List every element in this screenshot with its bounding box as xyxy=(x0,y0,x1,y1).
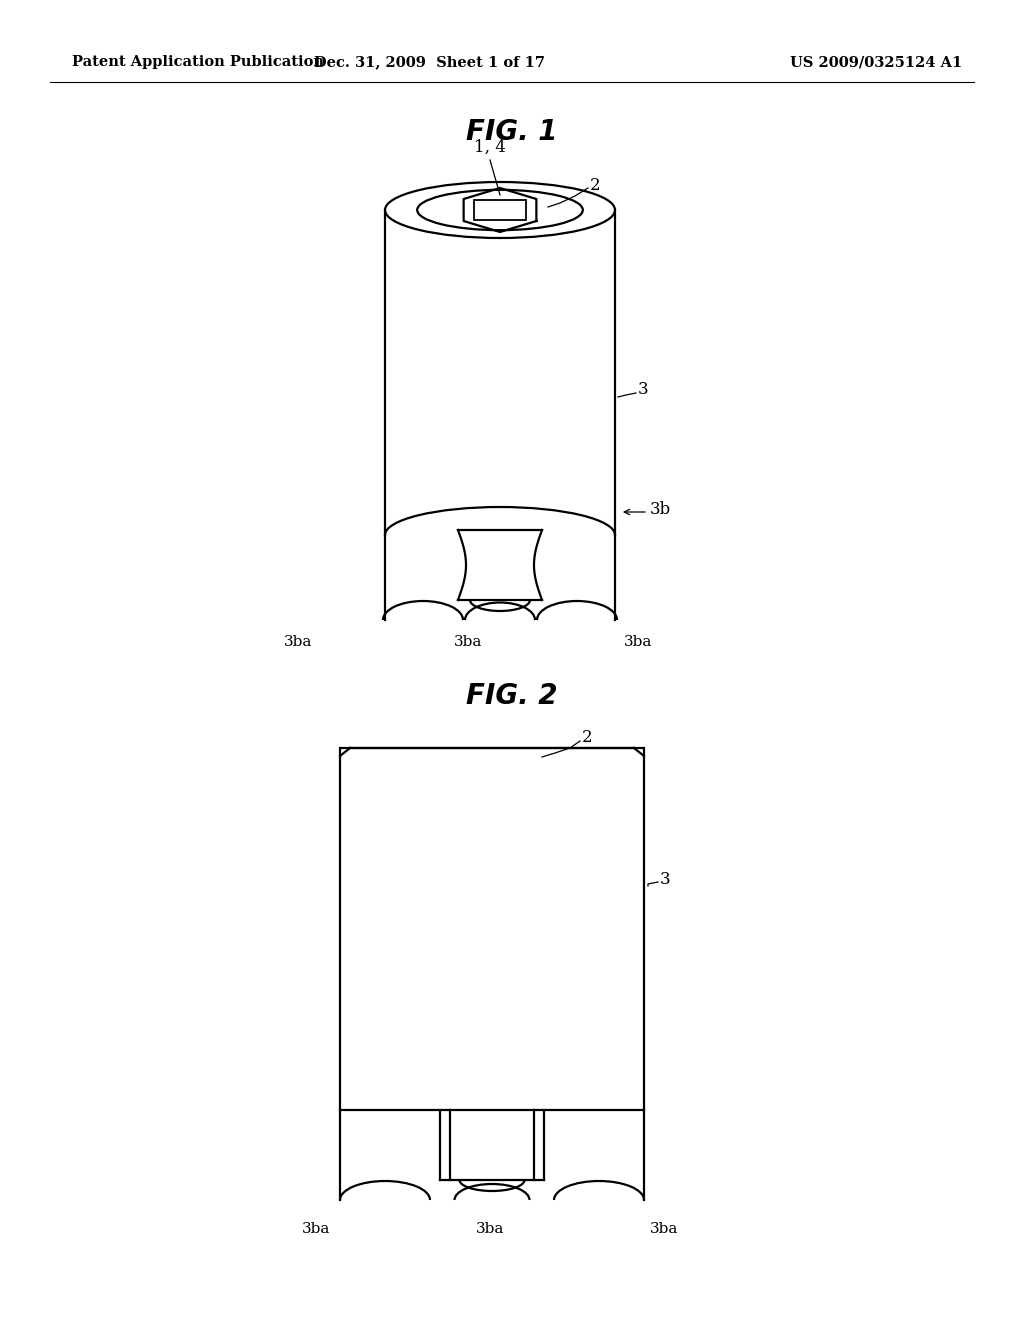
Text: Dec. 31, 2009  Sheet 1 of 17: Dec. 31, 2009 Sheet 1 of 17 xyxy=(314,55,546,69)
Text: FIG. 1: FIG. 1 xyxy=(466,117,558,147)
Text: 3: 3 xyxy=(638,381,648,399)
Bar xyxy=(340,748,644,1110)
Bar xyxy=(474,201,526,220)
Text: US 2009/0325124 A1: US 2009/0325124 A1 xyxy=(790,55,963,69)
Text: FIG. 2: FIG. 2 xyxy=(466,682,558,710)
Text: 3ba: 3ba xyxy=(284,635,312,649)
Text: 3b: 3b xyxy=(650,502,672,519)
Text: 3: 3 xyxy=(660,871,671,888)
Text: 3ba: 3ba xyxy=(624,635,652,649)
Text: 3ba: 3ba xyxy=(650,1222,678,1236)
Text: 2: 2 xyxy=(582,730,593,747)
Text: 1, 4: 1, 4 xyxy=(474,139,506,156)
Text: 3ba: 3ba xyxy=(476,1222,504,1236)
Text: 3ba: 3ba xyxy=(302,1222,330,1236)
Text: 2: 2 xyxy=(590,177,601,194)
Text: 3ba: 3ba xyxy=(454,635,482,649)
Text: Patent Application Publication: Patent Application Publication xyxy=(72,55,324,69)
